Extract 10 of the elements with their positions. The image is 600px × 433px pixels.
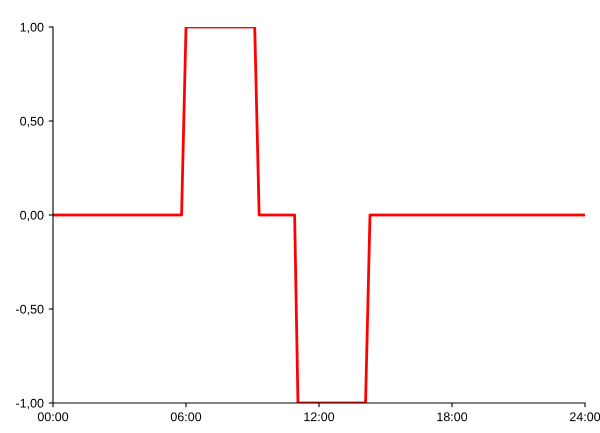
x-tick-label: 06:00 xyxy=(170,412,202,422)
x-tick-label: 00:00 xyxy=(38,412,68,422)
x-tick-label: 12:00 xyxy=(304,412,334,422)
x-tick-label: 18:00 xyxy=(437,412,468,422)
y-tick-label: 0,50 xyxy=(20,116,44,128)
y-tick-label: 0,00 xyxy=(20,210,44,222)
y-tick-label: 1,00 xyxy=(20,22,44,34)
y-tick-label: -0,50 xyxy=(16,304,44,316)
x-tick-label: 24:00 xyxy=(570,412,600,422)
y-tick-label: -1,00 xyxy=(16,398,44,410)
